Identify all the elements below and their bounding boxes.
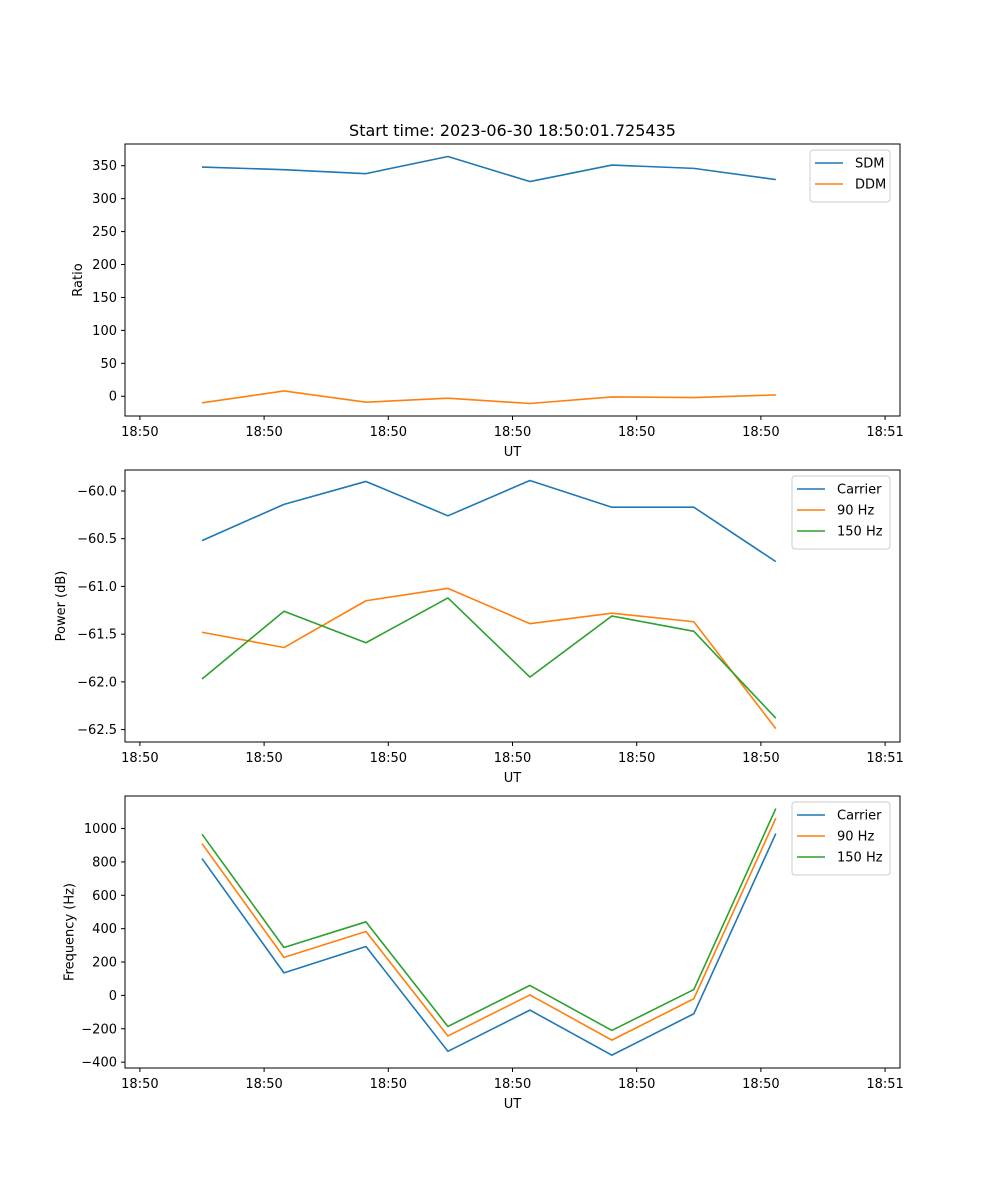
y-tick-label: −61.5 <box>77 628 117 643</box>
x-tick-label: 18:50 <box>618 1077 655 1092</box>
x-tick-label: 18:50 <box>245 1077 282 1092</box>
x-tick-label: 18:51 <box>866 425 903 440</box>
y-tick-label: −61.0 <box>77 580 117 595</box>
series-line-carrier <box>201 833 777 1056</box>
y-tick-label: 150 <box>92 291 117 306</box>
y-tick-label: 200 <box>92 956 117 971</box>
x-tick-label: 18:50 <box>121 1077 158 1092</box>
x-tick-label: 18:50 <box>245 751 282 766</box>
series-line-150-hz <box>201 597 777 719</box>
legend-label: Carrier <box>837 483 882 498</box>
legend-label: 90 Hz <box>837 830 874 845</box>
axes-layer: 18:50 18:50 18:50 18:50 18:50 18:50 18:51 0 50 10… <box>54 143 904 1112</box>
legend-label: Carrier <box>837 809 882 824</box>
x-axis-label: UT <box>504 771 522 786</box>
x-tick-label: 18:50 <box>494 425 531 440</box>
series-line-carrier <box>201 479 777 563</box>
legend: SDM DDM <box>809 149 891 203</box>
y-axis-label: Frequency (Hz) <box>62 883 77 981</box>
x-tick-label: 18:50 <box>494 1077 531 1092</box>
x-tick-label: 18:50 <box>370 1077 407 1092</box>
subplot-1: 18:50 18:50 18:50 18:50 18:50 18:50 18:51 0 50 10… <box>71 143 904 460</box>
x-tick-label: 18:50 <box>742 1077 779 1092</box>
y-axis-label: Ratio <box>71 263 86 296</box>
x-tick-label: 18:50 <box>121 425 158 440</box>
x-tick-label: 18:50 <box>370 425 407 440</box>
x-tick-label: 18:50 <box>370 751 407 766</box>
y-tick-label: −60.5 <box>77 532 117 547</box>
series-line-90-hz <box>201 817 777 1041</box>
series-line-sdm <box>201 155 776 183</box>
x-tick-label: 18:50 <box>121 751 158 766</box>
legend-label: 150 Hz <box>837 851 883 866</box>
legend-label: 90 Hz <box>837 504 874 519</box>
x-axis-label: UT <box>504 445 522 460</box>
y-tick-label: −200 <box>81 1022 117 1037</box>
x-tick-label: 18:50 <box>618 425 655 440</box>
y-tick-label: −60.0 <box>77 484 117 499</box>
y-tick-label: 800 <box>92 855 117 870</box>
x-tick-label: 18:50 <box>742 425 779 440</box>
y-tick-label: 350 <box>92 159 117 174</box>
x-tick-label: 18:51 <box>866 1077 903 1092</box>
y-tick-label: 100 <box>92 324 117 339</box>
series-line-150-hz <box>201 808 777 1032</box>
series-line-ddm <box>201 390 776 405</box>
y-tick-label: 250 <box>92 225 117 240</box>
x-tick-label: 18:51 <box>866 751 903 766</box>
y-tick-label: 0 <box>109 390 117 405</box>
legend: Carrier 90 Hz 150 Hz <box>791 801 891 876</box>
series-line-90-hz <box>201 587 777 730</box>
y-tick-label: −400 <box>81 1056 117 1071</box>
x-tick-label: 18:50 <box>742 751 779 766</box>
subplot-2: 18:50 18:50 18:50 18:50 18:50 18:50 18:51 −62.5… <box>54 469 904 786</box>
x-axis-label: UT <box>504 1097 522 1112</box>
y-tick-label: 0 <box>109 989 117 1004</box>
legend: Carrier 90 Hz 150 Hz <box>791 475 891 550</box>
figure-title: Start time: 2023-06-30 18:50:01.725435 <box>349 121 676 140</box>
y-tick-label: 1000 <box>84 822 117 837</box>
y-tick-label: 50 <box>100 357 117 372</box>
y-tick-label: 400 <box>92 922 117 937</box>
legend-label: 150 Hz <box>837 525 883 540</box>
x-tick-label: 18:50 <box>618 751 655 766</box>
legend-label: SDM <box>855 157 884 172</box>
legend-label: DDM <box>855 178 886 193</box>
y-axis-label: Power (dB) <box>54 571 69 642</box>
subplot-3: 18:50 18:50 18:50 18:50 18:50 18:50 18:51 −400 −… <box>62 795 904 1112</box>
x-tick-label: 18:50 <box>245 425 282 440</box>
x-tick-label: 18:50 <box>494 751 531 766</box>
y-tick-label: 600 <box>92 889 117 904</box>
y-tick-label: 300 <box>92 192 117 207</box>
y-tick-label: 200 <box>92 258 117 273</box>
y-tick-label: −62.5 <box>77 723 117 738</box>
y-tick-label: −62.0 <box>77 675 117 690</box>
